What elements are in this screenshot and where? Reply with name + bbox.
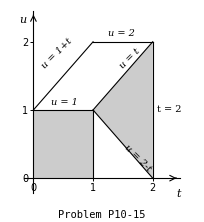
Text: u: u	[19, 14, 26, 24]
Text: u = 1: u = 1	[51, 97, 78, 107]
Text: t: t	[176, 189, 181, 199]
Text: u = 2: u = 2	[108, 29, 135, 38]
Text: u = t: u = t	[118, 47, 141, 70]
Polygon shape	[93, 42, 153, 178]
Polygon shape	[33, 110, 93, 178]
Text: u = 2-t: u = 2-t	[122, 143, 153, 173]
Text: Problem P10-15: Problem P10-15	[58, 210, 146, 220]
Text: t = 2: t = 2	[157, 105, 182, 115]
Text: u = 1+t: u = 1+t	[40, 37, 74, 70]
